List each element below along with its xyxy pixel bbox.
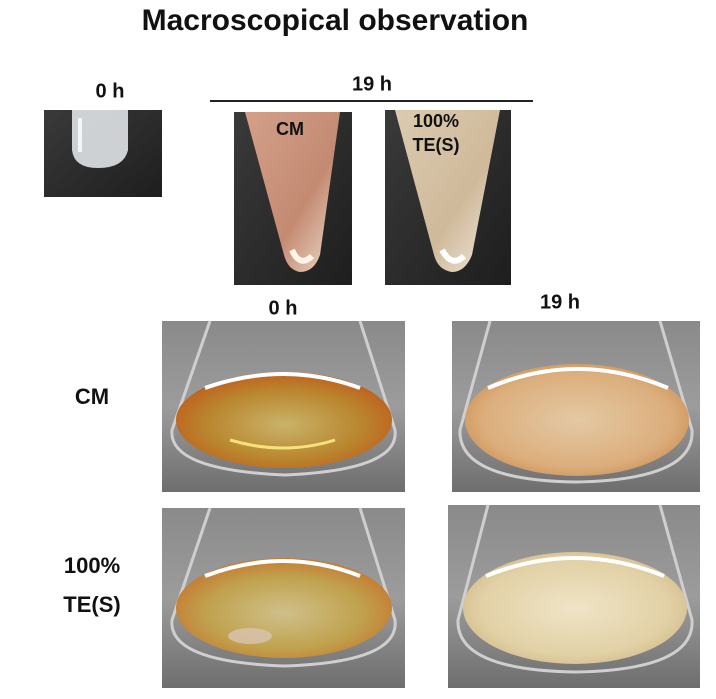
row-label: 100% [64, 553, 120, 578]
figure-title: Macroscopical observation [142, 4, 529, 37]
time-label: 19 h [352, 73, 392, 95]
tube-label: 100% [413, 111, 459, 131]
row-label: CM [75, 384, 109, 409]
photo-flask-cm-19h [452, 320, 700, 492]
photo-flask-te-0h [162, 507, 405, 688]
tube-label: TE(S) [413, 135, 460, 155]
photo-tube-0h [44, 110, 162, 197]
column-label: 19 h [540, 291, 580, 313]
photo-flask-cm-0h [162, 320, 405, 492]
row-label: TE(S) [63, 592, 120, 617]
time-label: 0 h [96, 80, 125, 102]
photo-flask-te-19h [448, 504, 700, 688]
photo-tube-te [385, 110, 511, 285]
tube-label: CM [276, 119, 304, 139]
photo-tube-cm [234, 112, 352, 285]
column-label: 0 h [269, 297, 298, 319]
